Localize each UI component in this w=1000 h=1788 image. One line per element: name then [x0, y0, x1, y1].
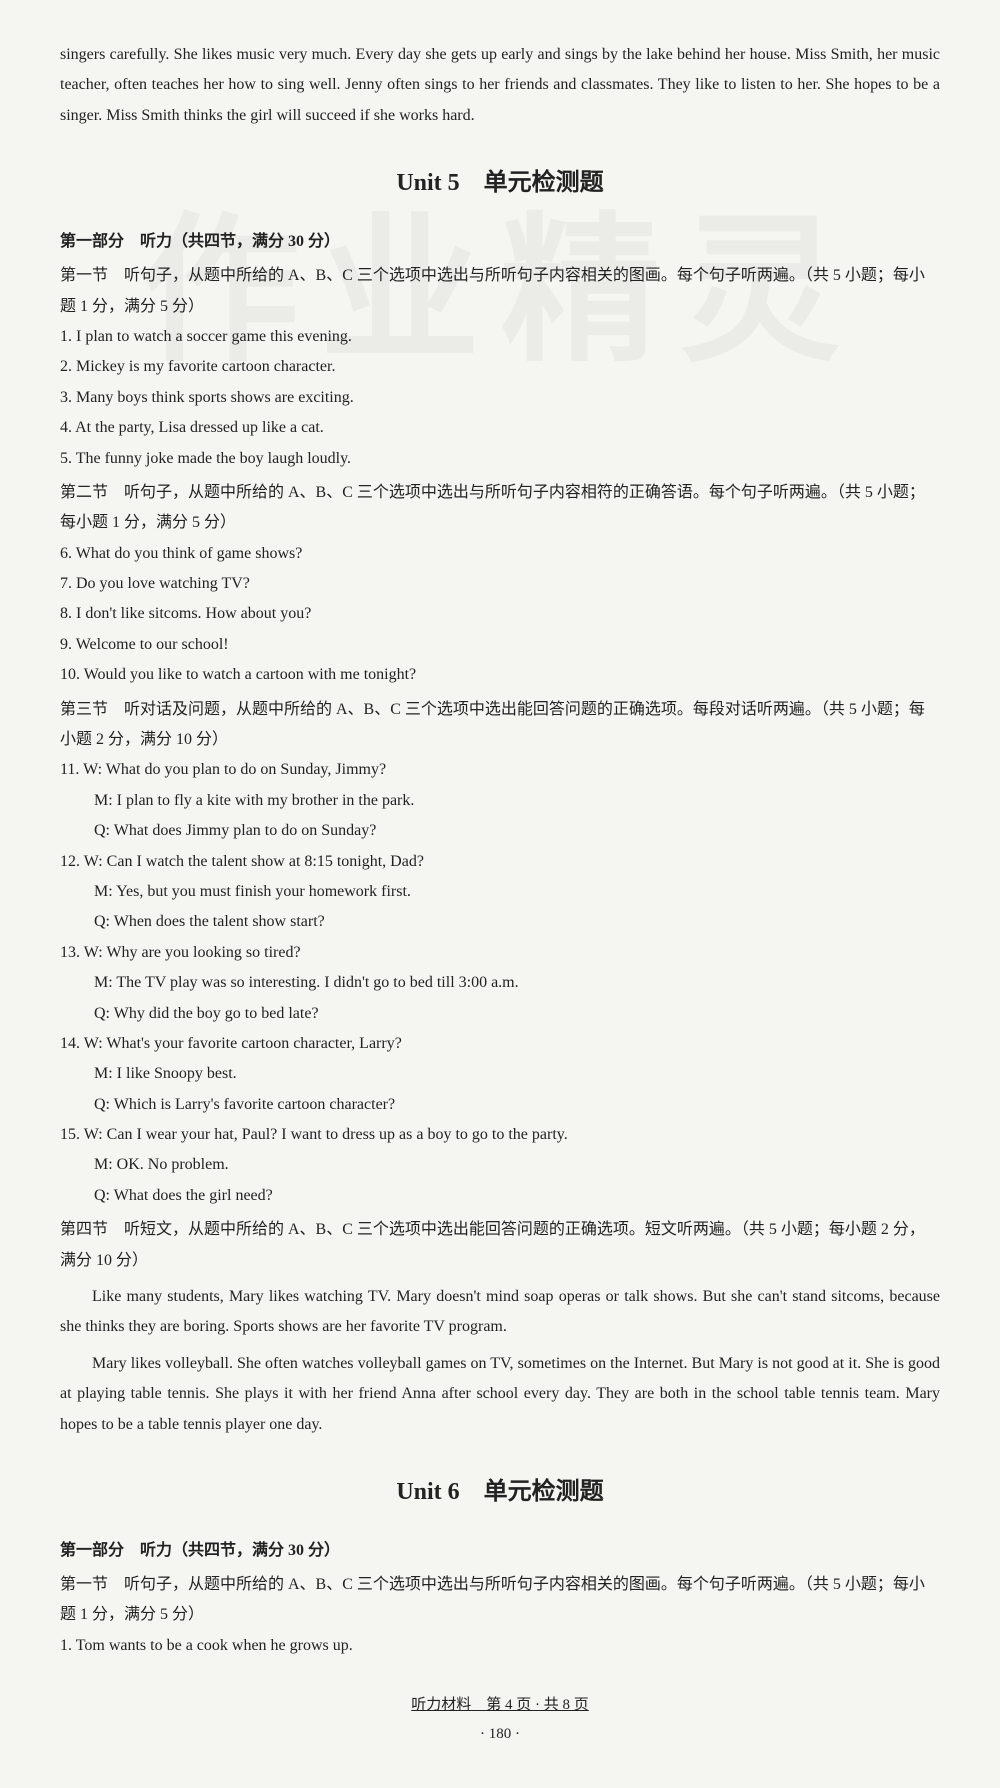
dialog-num: 13.	[60, 944, 80, 961]
section1-instruction: 听句子，从题中所给的 A、B、C 三个选项中选出与所听句子内容相关的图画。每个句…	[60, 267, 925, 314]
section4-label: 第四节	[60, 1215, 120, 1245]
q-item: 10. Would you like to watch a cartoon wi…	[60, 660, 940, 690]
unit5-title: Unit 5 单元检测题	[60, 161, 940, 207]
unit5-section2-header: 第二节 听句子，从题中所给的 A、B、C 三个选项中选出与所听句子内容相符的正确…	[60, 478, 940, 539]
dialog-line: M: OK. No problem.	[94, 1150, 940, 1180]
q-item: 2. Mickey is my favorite cartoon charact…	[60, 352, 940, 382]
unit6-section1-header: 第一节 听句子，从题中所给的 A、B、C 三个选项中选出与所听句子内容相关的图画…	[60, 1570, 940, 1631]
dialog-line: W: Can I watch the talent show at 8:15 t…	[84, 853, 424, 870]
passage-1: Like many students, Mary likes watching …	[60, 1282, 940, 1343]
dialog-line: Q: Which is Larry's favorite cartoon cha…	[94, 1090, 940, 1120]
unit5-section4-header: 第四节 听短文，从题中所给的 A、B、C 三个选项中选出能回答问题的正确选项。短…	[60, 1215, 940, 1276]
section2-instruction: 听句子，从题中所给的 A、B、C 三个选项中选出与所听句子内容相符的正确答语。每…	[60, 484, 925, 531]
unit6-title: Unit 6 单元检测题	[60, 1470, 940, 1516]
dialog-14: 14. W: What's your favorite cartoon char…	[60, 1029, 940, 1059]
dialog-num: 12.	[60, 853, 80, 870]
dialog-15: 15. W: Can I wear your hat, Paul? I want…	[60, 1120, 940, 1150]
unit6-part-header: 第一部分 听力（共四节，满分 30 分）	[60, 1536, 940, 1566]
passage-2: Mary likes volleyball. She often watches…	[60, 1349, 940, 1440]
page-number: · 180 ·	[60, 1720, 940, 1749]
dialog-line: M: The TV play was so interesting. I did…	[94, 968, 940, 998]
q-item: 5. The funny joke made the boy laugh lou…	[60, 444, 940, 474]
dialog-line: W: Can I wear your hat, Paul? I want to …	[84, 1126, 568, 1143]
page-content: singers carefully. She likes music very …	[60, 40, 940, 1748]
footer-text: 听力材料 第 4 页 · 共 8 页	[411, 1697, 589, 1713]
q-item: 7. Do you love watching TV?	[60, 569, 940, 599]
dialog-num: 14.	[60, 1035, 80, 1052]
q-item: 4. At the party, Lisa dressed up like a …	[60, 413, 940, 443]
dialog-line: M: Yes, but you must finish your homewor…	[94, 877, 940, 907]
dialog-line: Q: When does the talent show start?	[94, 907, 940, 937]
q-item: 9. Welcome to our school!	[60, 630, 940, 660]
dialog-11: 11. W: What do you plan to do on Sunday,…	[60, 755, 940, 785]
dialog-line: W: What's your favorite cartoon characte…	[84, 1035, 402, 1052]
intro-paragraph: singers carefully. She likes music very …	[60, 40, 940, 131]
section3-instruction: 听对话及问题，从题中所给的 A、B、C 三个选项中选出能回答问题的正确选项。每段…	[60, 701, 925, 748]
u6-section1-instruction: 听句子，从题中所给的 A、B、C 三个选项中选出与所听句子内容相关的图画。每个句…	[60, 1576, 925, 1623]
q-item: 1. I plan to watch a soccer game this ev…	[60, 322, 940, 352]
q-item: 6. What do you think of game shows?	[60, 539, 940, 569]
dialog-13: 13. W: Why are you looking so tired?	[60, 938, 940, 968]
dialog-num: 15.	[60, 1126, 80, 1143]
dialog-12: 12. W: Can I watch the talent show at 8:…	[60, 847, 940, 877]
q-item: 3. Many boys think sports shows are exci…	[60, 383, 940, 413]
section3-label: 第三节	[60, 695, 120, 725]
unit5-section3-header: 第三节 听对话及问题，从题中所给的 A、B、C 三个选项中选出能回答问题的正确选…	[60, 695, 940, 756]
dialog-line: Q: What does the girl need?	[94, 1181, 940, 1211]
dialog-line: Q: Why did the boy go to bed late?	[94, 999, 940, 1029]
section1-label: 第一节	[60, 261, 120, 291]
dialog-line: W: What do you plan to do on Sunday, Jim…	[83, 761, 386, 778]
unit5-part-header: 第一部分 听力（共四节，满分 30 分）	[60, 227, 940, 257]
u6-section1-label: 第一节	[60, 1570, 120, 1600]
dialog-num: 11.	[60, 761, 79, 778]
q-item: 8. I don't like sitcoms. How about you?	[60, 599, 940, 629]
dialog-line: Q: What does Jimmy plan to do on Sunday?	[94, 816, 940, 846]
dialog-line: M: I like Snoopy best.	[94, 1059, 940, 1089]
dialog-line: M: I plan to fly a kite with my brother …	[94, 786, 940, 816]
dialog-line: W: Why are you looking so tired?	[84, 944, 301, 961]
unit5-section1-header: 第一节 听句子，从题中所给的 A、B、C 三个选项中选出与所听句子内容相关的图画…	[60, 261, 940, 322]
footer: 听力材料 第 4 页 · 共 8 页	[60, 1691, 940, 1720]
section2-label: 第二节	[60, 478, 120, 508]
q-item: 1. Tom wants to be a cook when he grows …	[60, 1631, 940, 1661]
section4-instruction: 听短文，从题中所给的 A、B、C 三个选项中选出能回答问题的正确选项。短文听两遍…	[60, 1221, 925, 1268]
